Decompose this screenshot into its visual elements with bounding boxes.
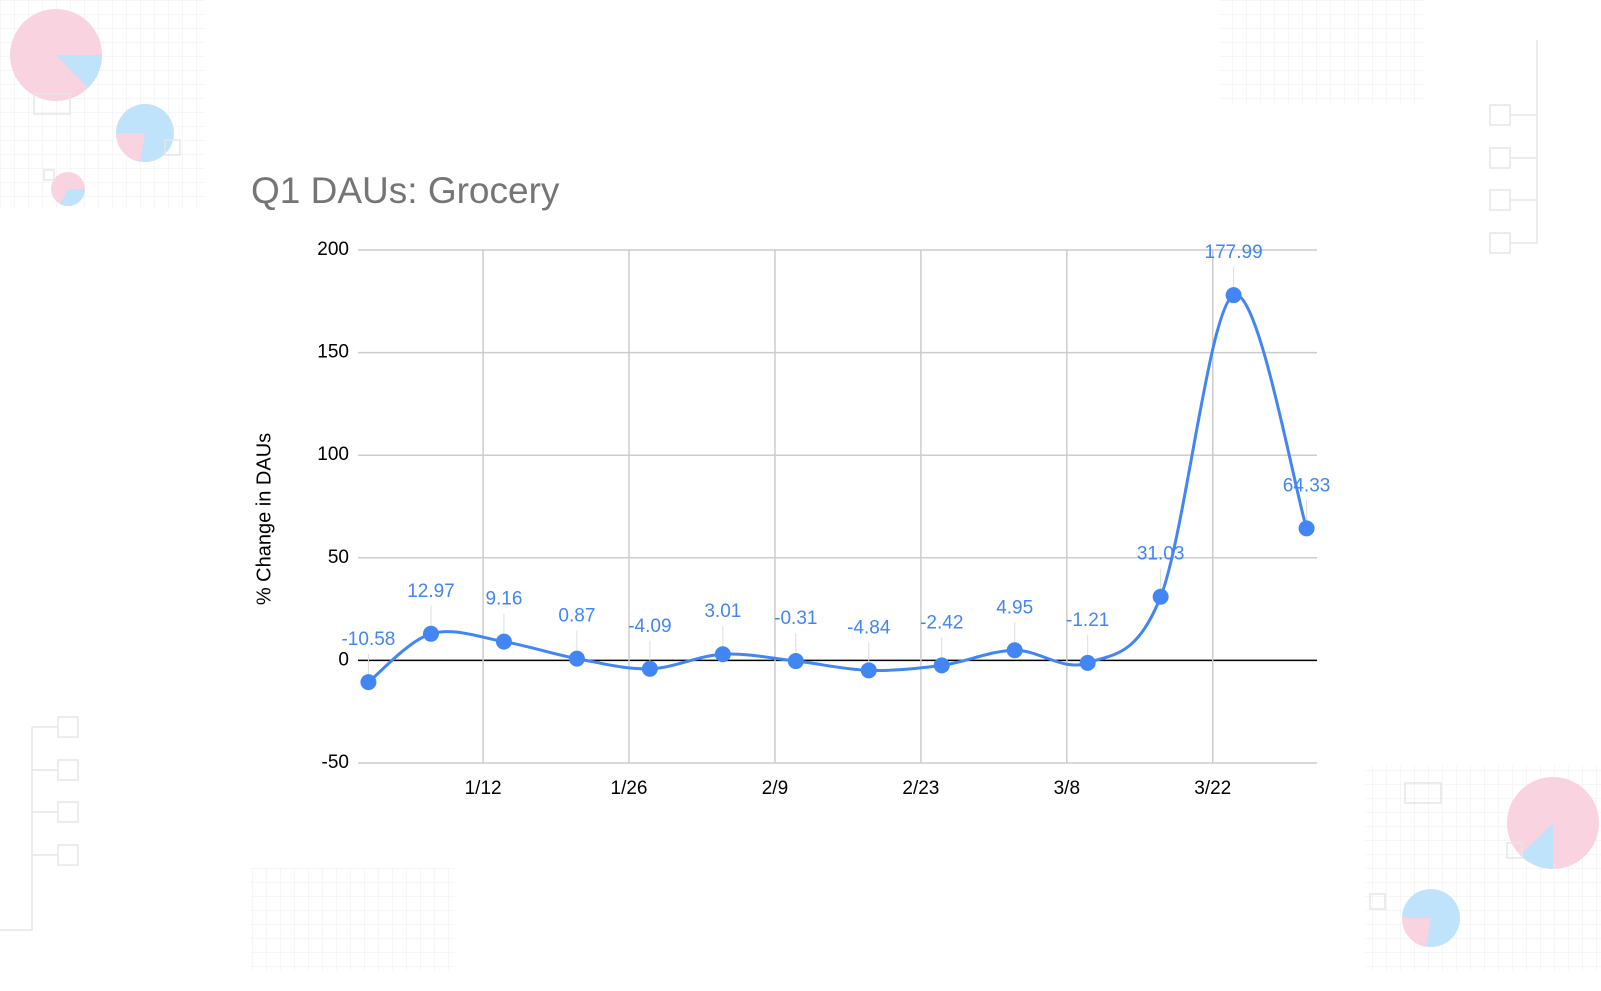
y-tick-label: 50 [328, 547, 349, 568]
x-tick-label: 1/12 [465, 778, 502, 799]
y-tick-label: 0 [338, 649, 349, 670]
y-tick-label: 100 [317, 444, 349, 465]
data-label: 0.87 [558, 606, 595, 627]
data-label: -10.58 [341, 629, 395, 650]
x-tick-label: 2/23 [902, 778, 939, 799]
x-tick-label: 2/9 [762, 778, 788, 799]
x-tick-label: 3/22 [1194, 778, 1231, 799]
point [714, 646, 731, 663]
decoration [0, 0, 1601, 971]
data-label: 12.97 [407, 581, 455, 602]
point [641, 660, 658, 677]
point [1006, 642, 1023, 659]
data-label: -2.42 [920, 612, 963, 633]
point [1152, 588, 1169, 605]
data-label: 9.16 [485, 589, 522, 610]
plot-area: -50 0 50 100 150 200 1/12 1/26 2/9 2/23 3/8 3/22 -10… [317, 239, 1330, 799]
data-label: 31.03 [1137, 544, 1185, 565]
point [933, 657, 950, 674]
y-tick-label: 150 [317, 342, 349, 363]
y-tick-label: -50 [322, 752, 349, 773]
point [360, 674, 377, 691]
data-label: -4.84 [847, 617, 891, 638]
x-tick-label: 3/8 [1054, 778, 1080, 799]
data-label: 64.33 [1283, 475, 1331, 496]
data-label: 3.01 [704, 601, 741, 622]
point [568, 650, 585, 667]
chart-title: Q1 DAUs: Grocery [251, 170, 560, 211]
data-label: -1.21 [1066, 610, 1109, 631]
y-axis-label: % Change in DAUs [253, 433, 275, 605]
point [787, 653, 804, 670]
point [422, 625, 439, 642]
point [860, 662, 877, 679]
point [1298, 520, 1315, 537]
line [367, 293, 1309, 684]
point [1079, 654, 1096, 671]
x-tick-label: 1/26 [611, 778, 648, 799]
y-tick-label: 200 [317, 239, 349, 260]
point [495, 633, 512, 650]
data-label: 177.99 [1205, 242, 1263, 263]
data-label: 4.95 [996, 597, 1033, 618]
data-label: -4.09 [628, 616, 671, 637]
data-label: -0.31 [774, 608, 817, 629]
point [1225, 287, 1242, 304]
